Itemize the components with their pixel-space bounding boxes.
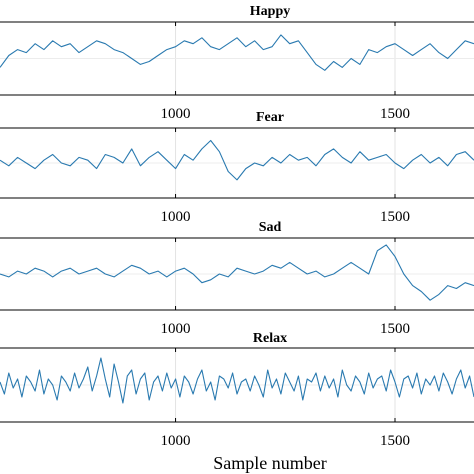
tick-label-1500: 1500	[380, 321, 410, 337]
signal-line-relax	[0, 357, 474, 404]
tick-label-1000: 1000	[161, 433, 191, 449]
tick-label-1000: 1000	[161, 106, 191, 122]
tick-label-1500: 1500	[380, 433, 410, 449]
signal-line-fear	[0, 139, 474, 181]
tick-label-1500: 1500	[380, 209, 410, 225]
panel-title-happy: Happy	[250, 4, 290, 19]
tick-label-1000: 1000	[161, 209, 191, 225]
panel-title-sad: Sad	[259, 220, 282, 235]
panel-relax: 1000 1500 Relax	[0, 331, 474, 449]
panel-sad: 1000 1500 Sad	[0, 220, 474, 337]
x-axis-label: Sample number	[213, 453, 326, 473]
signal-line-sad	[0, 244, 474, 301]
panel-title-fear: Fear	[256, 110, 284, 125]
panel-happy: 1000 1500 Happy	[0, 4, 474, 122]
panel-title-relax: Relax	[253, 331, 287, 346]
tick-label-1000: 1000	[161, 321, 191, 337]
signal-line-happy	[0, 34, 474, 71]
tick-label-1500: 1500	[380, 106, 410, 122]
panel-fear: 1000 1500 Fear	[0, 110, 474, 225]
